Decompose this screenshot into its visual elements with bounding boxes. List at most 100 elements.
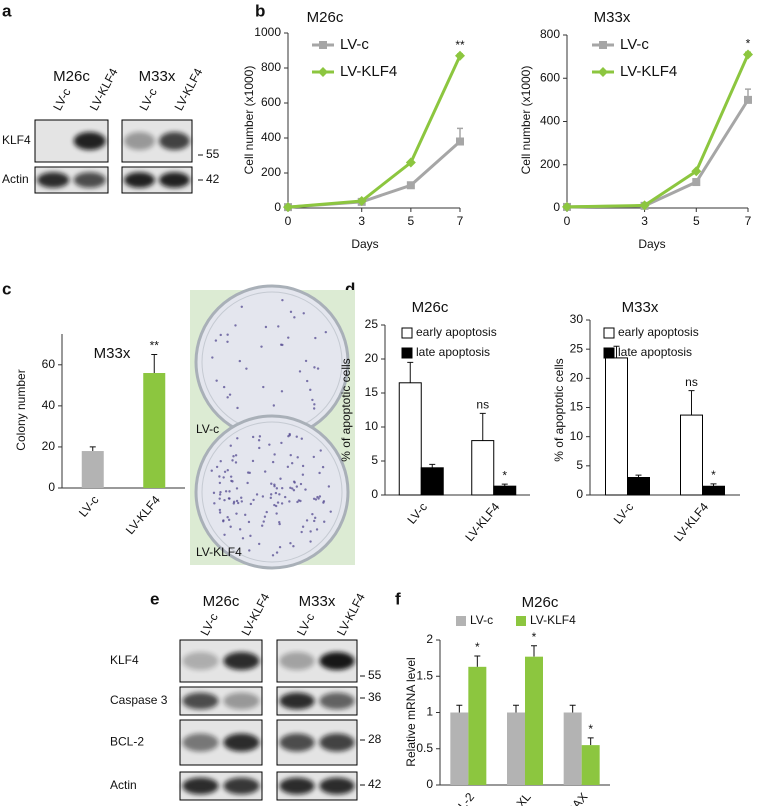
blot-band	[73, 172, 106, 188]
colony	[299, 499, 302, 503]
colony	[300, 530, 303, 534]
colony	[224, 490, 228, 493]
colony	[223, 470, 227, 474]
colony	[313, 519, 316, 523]
chart-title: M33x	[594, 9, 631, 26]
x-tick-label: 0	[564, 214, 571, 228]
colony	[222, 476, 225, 479]
y-tick-label: 400	[540, 114, 560, 128]
colony	[257, 542, 261, 546]
colony	[213, 502, 216, 505]
error-bar	[151, 354, 158, 374]
colony	[241, 537, 245, 540]
colony	[218, 508, 222, 512]
error-bar	[613, 345, 620, 358]
legend-label: LV-KLF4	[530, 613, 576, 627]
legend-label: late apoptosis	[618, 345, 692, 359]
chart-title: M26c	[412, 299, 449, 316]
y-tick-label: 0	[371, 487, 378, 501]
colony	[255, 493, 259, 496]
colony	[309, 530, 312, 533]
error-bar	[688, 390, 695, 416]
row-label: Caspase 3	[110, 693, 168, 707]
blot-band	[279, 652, 315, 670]
colony	[236, 437, 239, 440]
blot-band	[182, 777, 219, 795]
legend-swatch	[516, 616, 526, 626]
bar	[471, 440, 495, 496]
legend-label: LV-KLF4	[340, 63, 397, 80]
colony	[268, 443, 271, 446]
colony	[295, 485, 299, 488]
colony	[263, 470, 267, 473]
row-label: KLF4	[110, 653, 139, 667]
colony	[295, 435, 298, 438]
legend-marker	[318, 67, 328, 77]
point	[743, 49, 753, 60]
y-tick-label: 20	[570, 371, 584, 385]
blot-band	[223, 652, 260, 670]
colony	[240, 305, 243, 308]
colony	[305, 519, 309, 522]
row-label: Actin	[110, 778, 137, 792]
colony	[214, 339, 218, 342]
colony	[244, 513, 247, 517]
colony	[292, 489, 296, 492]
colony	[318, 495, 322, 498]
cell-line-label: M26c	[53, 68, 90, 85]
colony	[257, 439, 261, 442]
annotation: *	[746, 36, 751, 50]
colony	[304, 488, 307, 491]
colony	[281, 298, 284, 302]
colony	[240, 500, 244, 503]
colony	[304, 359, 308, 363]
colony	[296, 456, 299, 459]
y-tick-label: 20	[42, 439, 56, 453]
colony	[212, 491, 216, 495]
panel-letter: c	[2, 279, 11, 298]
y-axis-label: Cell number (x1000)	[519, 66, 533, 175]
colony	[275, 512, 278, 515]
colony	[279, 477, 282, 480]
blot-band	[279, 733, 315, 752]
chart-title: M33x	[622, 299, 659, 316]
colony	[278, 520, 281, 524]
y-tick-label: 30	[570, 312, 584, 326]
blot-band	[182, 652, 219, 670]
colony	[321, 465, 325, 469]
annotation: *	[475, 640, 480, 654]
series-line	[287, 55, 462, 209]
size-marker: 36	[368, 690, 382, 704]
annotation: *	[502, 468, 507, 482]
colony	[226, 333, 229, 336]
colony	[286, 465, 290, 469]
colony	[235, 487, 239, 490]
colony	[270, 482, 273, 485]
y-tick-label: 25	[365, 317, 379, 331]
point	[744, 95, 752, 104]
colony	[227, 518, 231, 522]
row-label: KLF4	[2, 133, 31, 147]
colony	[228, 393, 232, 396]
colony	[312, 455, 315, 459]
y-tick-label: 10	[570, 429, 584, 443]
blot-band	[182, 692, 219, 710]
y-tick-label: 400	[261, 130, 281, 144]
colony	[280, 502, 284, 505]
colony	[218, 497, 221, 500]
panel-letter: f	[395, 589, 401, 608]
annotation: ns	[685, 375, 698, 389]
colony	[235, 512, 238, 515]
colony	[247, 520, 251, 524]
colony	[302, 312, 305, 315]
x-tick-label: 3	[358, 214, 365, 228]
colony	[236, 406, 239, 410]
colony	[219, 490, 222, 494]
colony	[218, 493, 222, 496]
colony	[226, 469, 229, 472]
colony	[274, 504, 278, 508]
colony	[238, 528, 242, 531]
cell-line-label: M33x	[299, 593, 336, 610]
colony	[290, 462, 294, 465]
